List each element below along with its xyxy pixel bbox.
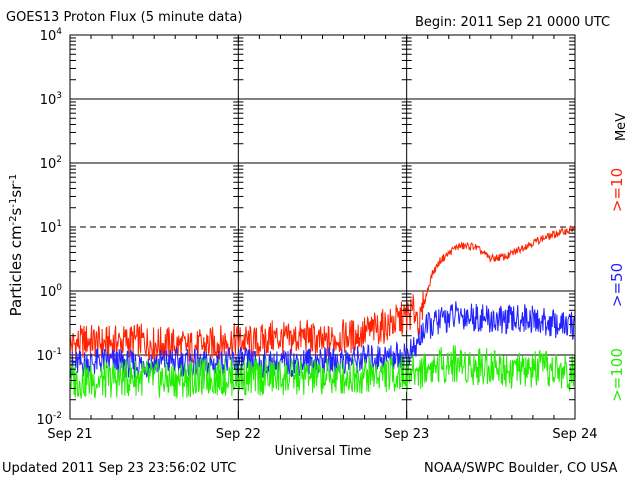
- x-tick-label: Sep 22: [216, 427, 261, 442]
- axis-tick-labels: 10-2 10-1 100 101 102 103 104 Sep 21 Sep 22 Sep 2…: [36, 27, 597, 442]
- x-tick-label: Sep 21: [47, 427, 92, 442]
- begin-time: Begin: 2011 Sep 21 0000 UTC: [415, 15, 611, 30]
- series-line-ge10: [69, 224, 576, 364]
- legend: >=10 >=50 >=100 MeV: [608, 113, 629, 402]
- credit-text: NOAA/SWPC Boulder, CO USA: [424, 461, 618, 476]
- x-tick-label: Sep 24: [552, 427, 597, 442]
- y-axis-label: Particles cm-2s-1sr-1: [7, 174, 25, 317]
- x-axis-label: Universal Time: [275, 444, 372, 459]
- y-tick-label: 10-1: [36, 347, 62, 364]
- legend-entry: >=50: [608, 263, 626, 307]
- legend-entry: >=100: [608, 348, 626, 402]
- series-lines: [69, 224, 576, 400]
- updated-time: Updated 2011 Sep 23 23:56:02 UTC: [2, 461, 237, 476]
- unit-label: MeV: [614, 113, 629, 141]
- legend-entry: >=10: [608, 168, 626, 212]
- y-tick-label: 104: [40, 27, 63, 44]
- x-tick-label: Sep 23: [384, 427, 429, 442]
- y-tick-label: 102: [40, 155, 62, 172]
- y-tick-label: 103: [40, 91, 62, 108]
- series-line-ge100: [69, 345, 576, 400]
- y-tick-label: 10-2: [36, 411, 62, 428]
- y-tick-label: 100: [40, 283, 63, 300]
- chart-title: GOES13 Proton Flux (5 minute data): [6, 10, 243, 25]
- y-tick-label: 101: [40, 219, 62, 236]
- axis-ticks: [69, 35, 576, 419]
